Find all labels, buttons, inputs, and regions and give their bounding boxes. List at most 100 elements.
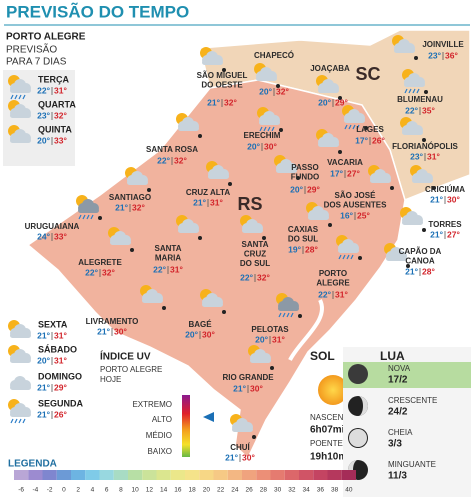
cloud	[344, 109, 365, 123]
temp-min: 23°	[410, 151, 423, 161]
city-name: TORRES	[428, 220, 462, 229]
temp-max: 31°	[54, 85, 67, 95]
legend-swatch	[156, 470, 171, 480]
city-name: BAGÉ	[188, 320, 212, 329]
cloud	[142, 289, 163, 303]
legend-value: 14	[160, 487, 168, 494]
legend-swatch	[56, 470, 71, 480]
cloud	[202, 51, 223, 65]
temp-min: 20°	[185, 329, 198, 339]
temp-max: 32°	[54, 110, 67, 120]
temp-max: 30°	[202, 329, 215, 339]
cloud	[338, 239, 359, 253]
cloud	[78, 199, 99, 213]
cloud	[256, 67, 277, 81]
cloud-base	[10, 358, 31, 363]
rain-drop	[282, 312, 286, 318]
sun-title: SOL	[310, 349, 335, 363]
cloud	[178, 219, 199, 233]
day-name: SEXTA	[38, 319, 68, 329]
temp-min: 21°	[37, 330, 50, 340]
moon-date: 17/2	[388, 375, 408, 386]
city-name: DO SUL	[240, 259, 270, 268]
city-name: ALEGRE	[316, 279, 350, 288]
city-dot	[162, 306, 166, 310]
cloud-base	[402, 220, 423, 225]
temp-min: 16°	[340, 210, 353, 220]
temp-max: 25°	[357, 210, 370, 220]
legend-swatch	[142, 470, 157, 480]
cloud-base	[202, 60, 223, 65]
temp-max: 36°	[445, 50, 458, 60]
cloud-base	[242, 228, 263, 233]
temp-max: 30°	[242, 452, 255, 462]
legend-swatch	[170, 470, 185, 480]
temp-min: 22°	[153, 264, 166, 274]
city-name: DOS AUSENTES	[324, 201, 387, 210]
rain-drop	[271, 126, 275, 132]
temp-max: 26°	[54, 409, 67, 419]
cloud-base	[142, 298, 163, 303]
legend-title: LEGENDA	[8, 459, 57, 470]
moon-phase: CHEIA	[388, 428, 413, 437]
city-dot	[228, 182, 232, 186]
temp-max: 31°	[427, 151, 440, 161]
cloud	[10, 79, 31, 93]
moon-date: 11/3	[388, 471, 407, 482]
temp-max: 26°	[372, 135, 385, 145]
uv-pointer	[203, 412, 214, 422]
city-name: MARIA	[155, 254, 181, 263]
temp-min: 21°	[430, 194, 443, 204]
legend-swatch	[199, 470, 214, 480]
rain-drop	[18, 418, 22, 424]
rain-drop	[22, 418, 26, 424]
cloud-base	[10, 412, 31, 417]
rain-drop	[14, 94, 18, 100]
cloud-base	[178, 126, 199, 131]
cloud	[10, 403, 31, 417]
cloud	[10, 324, 31, 338]
legend-value: 4	[91, 487, 95, 494]
day-name: TERÇA	[38, 74, 69, 84]
city-dot	[296, 176, 300, 180]
rain-drop	[86, 214, 90, 220]
rain-drop	[10, 94, 14, 100]
city-name: ERECHIM	[244, 131, 281, 140]
temp-min: 22°	[405, 105, 418, 115]
city-name: CRUZ ALTA	[186, 188, 231, 197]
cloud	[10, 129, 31, 143]
cloud	[370, 169, 391, 183]
cloud-base	[10, 113, 31, 118]
city-name: LIVRAMENTO	[86, 317, 139, 326]
cloud-base	[276, 168, 297, 173]
temp-max: 27°	[347, 168, 360, 178]
rain-drop	[344, 124, 348, 130]
city-name: DO OESTE	[201, 81, 243, 90]
temp-min: 23°	[37, 110, 50, 120]
cloud-base	[178, 228, 199, 233]
temp-max: 30°	[447, 194, 460, 204]
city-name: DO SUL	[288, 235, 318, 244]
city-name: URUGUAIANA	[25, 222, 80, 231]
legend-swatch	[128, 470, 143, 480]
cloud-base	[10, 88, 31, 93]
legend-swatch	[242, 470, 257, 480]
temp-max: 29°	[335, 97, 348, 107]
temp-max: 32°	[224, 97, 237, 107]
moon-phase: MINGUANTE	[388, 460, 436, 469]
city-dot	[422, 228, 426, 232]
legend-swatch	[227, 470, 242, 480]
rain-drop	[352, 124, 356, 130]
city-dot	[432, 186, 436, 190]
uv-level: BAIXO	[148, 447, 172, 456]
sun-icon	[318, 375, 348, 405]
legend-value: -4	[32, 487, 38, 494]
rain-drop	[263, 126, 267, 132]
city-name: FLORIANÓPOLIS	[392, 142, 458, 151]
temp-min: 21°	[37, 382, 50, 392]
uv-level: MÉDIO	[146, 431, 172, 440]
city-name: CANOA	[405, 257, 435, 266]
cloud-base	[127, 180, 148, 185]
city-dot	[414, 56, 418, 60]
temp-max: 31°	[54, 355, 67, 365]
